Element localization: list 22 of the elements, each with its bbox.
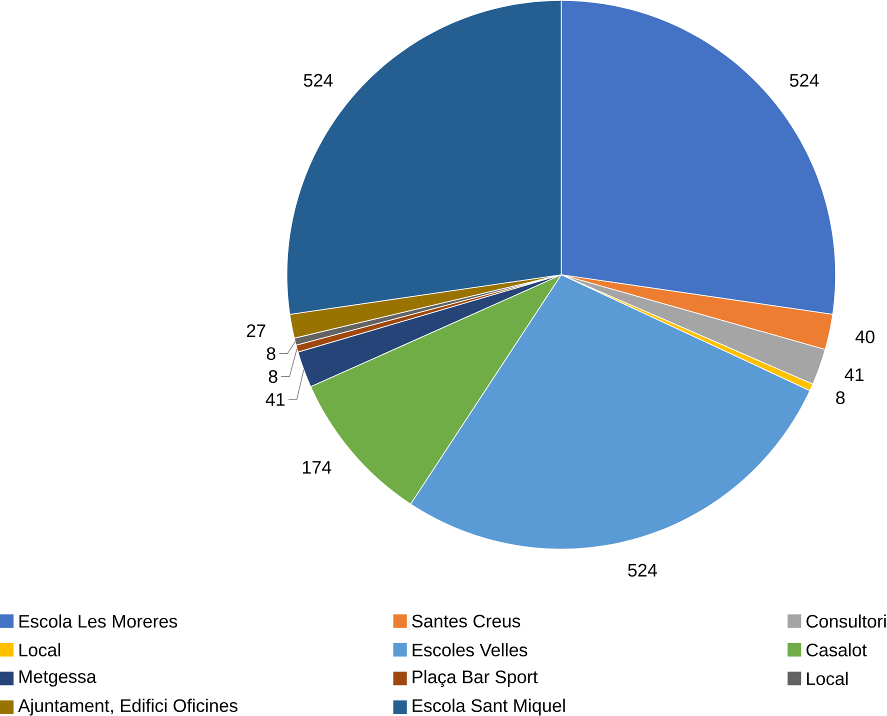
data-label: 27 xyxy=(246,324,266,338)
legend-label: Consultori xyxy=(806,614,886,628)
legend-label: Escoles Velles xyxy=(412,643,528,657)
data-label: 8 xyxy=(836,391,845,404)
data-label: 40 xyxy=(855,330,874,344)
legend-label: Plaça Bar Sport xyxy=(412,670,538,688)
legend-label: Casalot xyxy=(806,643,867,657)
legend-label: Escola Les Moreres xyxy=(20,614,178,628)
data-label: 41 xyxy=(844,368,864,382)
legend-label: Escola Sant Miquel xyxy=(412,698,565,716)
data-label: 8 xyxy=(266,347,276,360)
data-label: 174 xyxy=(302,461,332,474)
legend-label: Santes Creus xyxy=(412,614,520,628)
legend-label: Metgessa xyxy=(20,670,96,687)
legend-label: Local xyxy=(20,643,60,657)
data-label: 524 xyxy=(790,74,819,87)
data-label: 524 xyxy=(628,564,657,577)
data-label: 41 xyxy=(266,393,285,406)
data-label: 524 xyxy=(304,74,333,87)
data-label: 8 xyxy=(268,370,278,384)
legend-label: Ajuntament, Edifici Oficines xyxy=(18,698,238,716)
legend-label: Local xyxy=(807,672,848,686)
